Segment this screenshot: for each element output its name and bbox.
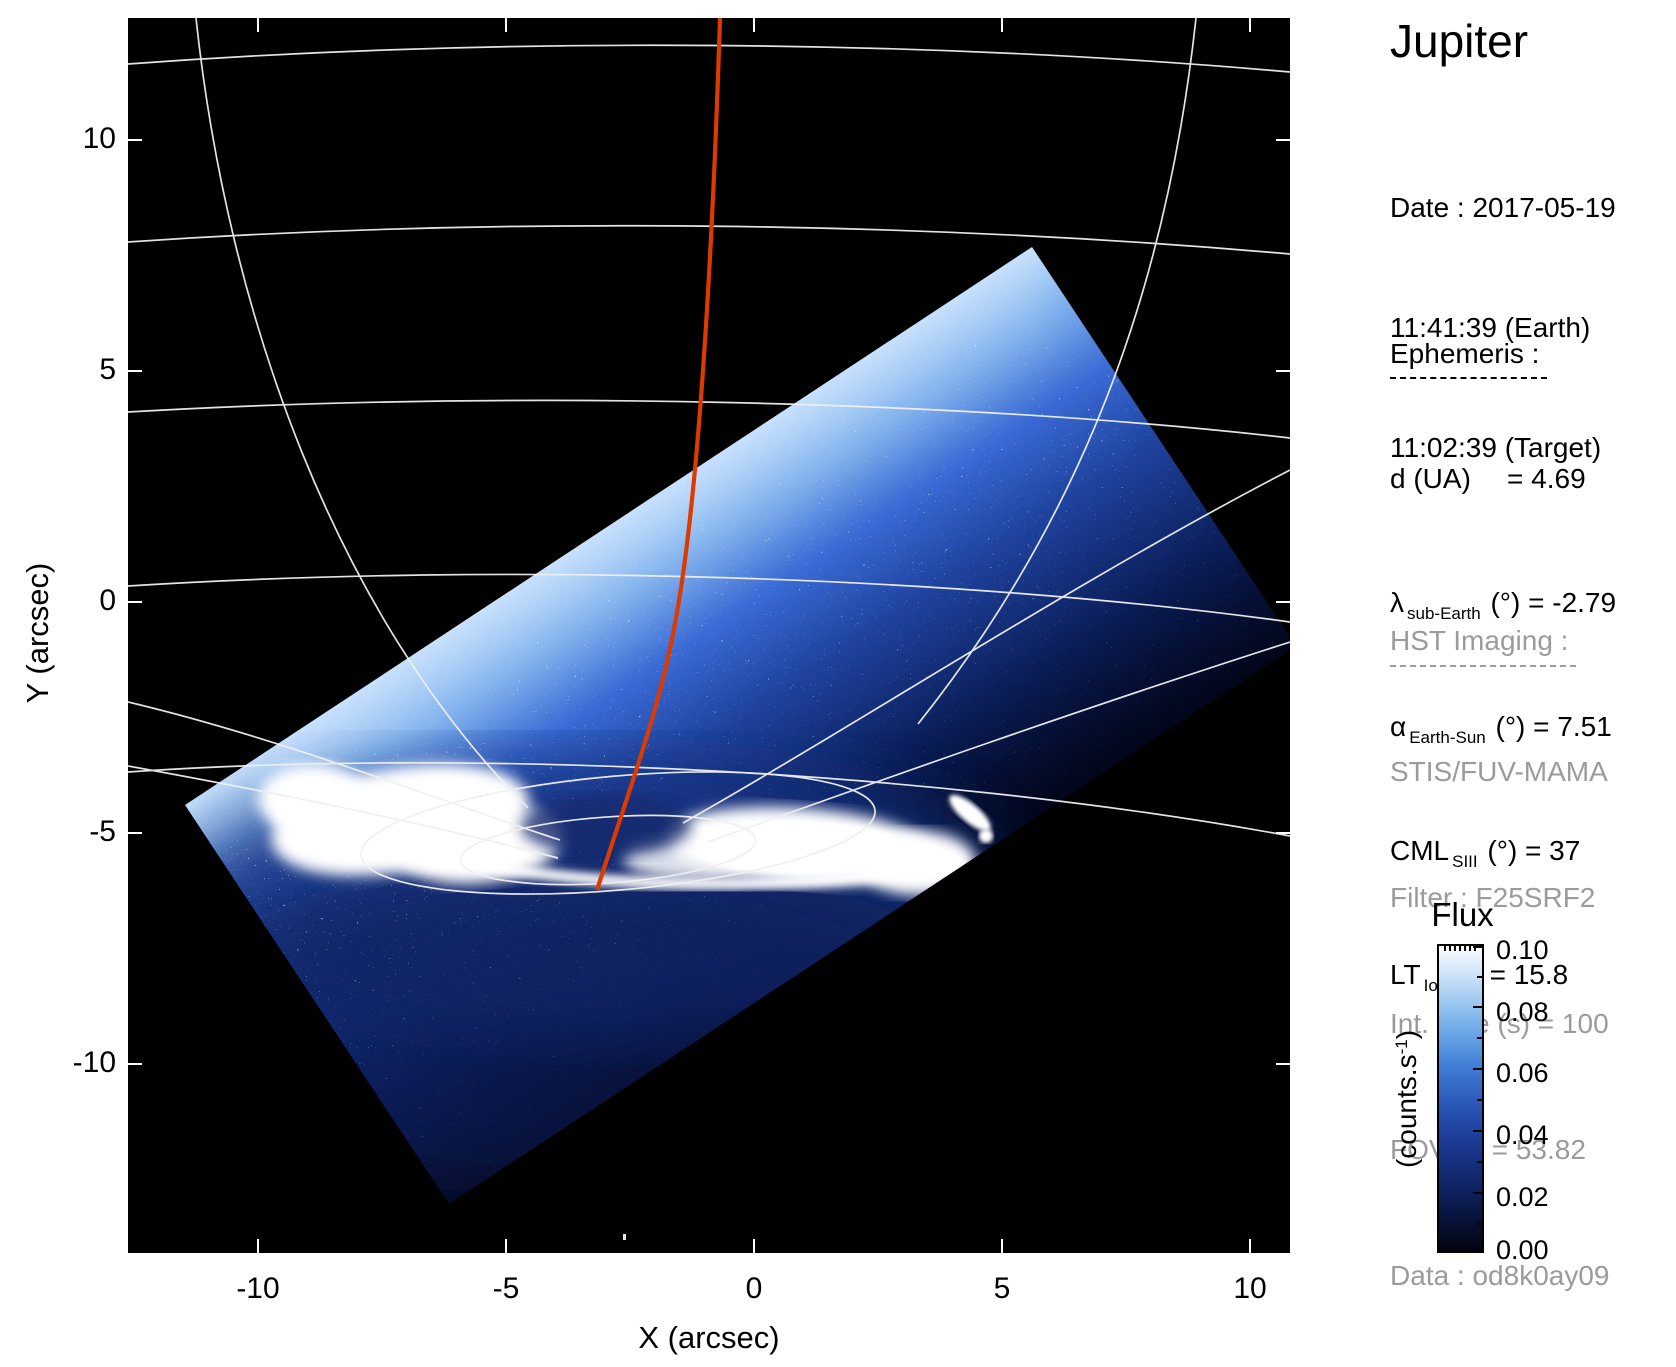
colorbar-minor-tick	[1459, 946, 1461, 951]
colorbar-minor-tick	[1469, 946, 1471, 951]
sky-plot	[128, 18, 1290, 1253]
meridian-line	[707, 641, 1290, 843]
datetime-block: Date : 2017-05-19 11:41:39 (Earth) 11:02…	[1390, 108, 1616, 548]
hst-imaging-heading: HST Imaging :	[1390, 620, 1577, 667]
colorbar-tick-label: 0.08	[1496, 997, 1549, 1027]
colorbar-tick	[1473, 1130, 1482, 1132]
meridian-line	[128, 701, 561, 841]
colorbar-tick-label: 0.00	[1496, 1235, 1549, 1265]
latitude-line	[128, 224, 1290, 255]
hst-imaging-block: HST Imaging : STIS/FUV-MAMA Filter : F25…	[1390, 536, 1610, 1367]
colorbar-tick	[1473, 1006, 1482, 1008]
io-footprint-streak	[949, 794, 993, 843]
colorbar-tick	[1473, 946, 1482, 948]
colorbar-minor-tick	[1474, 946, 1476, 951]
colorbar-tick	[1473, 1192, 1482, 1194]
colorbar-tick-label: 0.06	[1496, 1058, 1549, 1088]
colorbar-tick-label: 0.10	[1496, 935, 1549, 965]
colorbar-tick-label: 0.02	[1496, 1182, 1549, 1212]
y-tick-label: 5	[99, 353, 116, 386]
colorbar-minor-tick	[1444, 946, 1446, 951]
x-axis-label: X (arcsec)	[638, 1320, 780, 1355]
ephemeris-heading: Ephemeris :	[1390, 334, 1548, 379]
meridian-track-red-line	[595, 18, 723, 891]
hot-pixel	[623, 1234, 626, 1240]
hst-instrument-line: STIS/FUV-MAMA	[1390, 756, 1608, 787]
colorbar-tick	[1477, 976, 1482, 978]
ephemeris-block: Ephemeris : d (UA) = 4.69 λ sub-Earth (°)…	[1390, 254, 1616, 1079]
colorbar-title: Flux	[1431, 896, 1494, 933]
meridian-line	[195, 18, 529, 809]
y-tick-label: 0	[99, 584, 116, 617]
x-tick-label: -5	[492, 1272, 520, 1305]
colorbar-minor-tick	[1464, 946, 1466, 951]
latitude-line	[128, 573, 1290, 623]
target-time-line: 11:02:39 (Target)	[1390, 432, 1602, 463]
colorbar-tick	[1473, 1068, 1482, 1070]
page-title: Jupiter	[1390, 15, 1529, 67]
x-tick-label: 10	[1233, 1272, 1267, 1305]
colorbar-minor-tick	[1454, 946, 1456, 951]
colorbar-tick	[1477, 1161, 1482, 1163]
colorbar-tick	[1473, 1249, 1482, 1251]
colorbar-tick	[1477, 1099, 1482, 1101]
colorbar-tick-label: 0.04	[1496, 1120, 1549, 1150]
x-tick-label: 5	[993, 1272, 1011, 1305]
ephemeris-row-alpha: α Earth-Sun (°) = 7.51	[1390, 711, 1612, 747]
colorbar-minor-tick	[1449, 946, 1451, 951]
y-tick-label: -5	[89, 815, 116, 848]
y-tick-label: 10	[82, 122, 116, 155]
colorbar-tick	[1477, 1223, 1482, 1225]
hst-filter-line: Filter : F25SRF2	[1390, 882, 1596, 913]
ephemeris-row-d: d (UA) = 4.69	[1390, 463, 1586, 494]
axis-ticks	[128, 18, 1290, 1253]
meridian-line	[917, 18, 1197, 725]
meridian-line	[682, 469, 1290, 824]
polar-latitude-oval-inner	[459, 814, 757, 886]
latitude-line	[128, 399, 1290, 439]
planetary-graticule	[128, 18, 1290, 895]
date-line: Date : 2017-05-19	[1390, 192, 1616, 223]
latitude-line	[128, 44, 1290, 73]
latitude-line	[128, 761, 1290, 837]
earth-time-line: 11:41:39 (Earth)	[1390, 312, 1591, 343]
hst-dataset-line: Data : od8k0ay09	[1390, 1260, 1610, 1291]
colorbar	[1437, 944, 1484, 1253]
ephemeris-row-cml: CML SIII (°) = 37	[1390, 835, 1581, 871]
meridian-line	[128, 765, 559, 859]
ephemeris-row-lambda: λ sub-Earth (°) = -2.79	[1390, 587, 1617, 623]
colorbar-tick	[1477, 1037, 1482, 1039]
y-tick-label: -10	[72, 1046, 116, 1079]
y-axis-label: Y (arcsec)	[20, 562, 55, 704]
hst-inttime-line: Int. time (s) = 100	[1390, 1008, 1609, 1039]
x-tick-label: 0	[745, 1272, 763, 1305]
x-tick-label: -10	[236, 1272, 280, 1305]
oval-dark-gap	[521, 796, 691, 856]
colorbar-units-label: (counts.s-1)	[1391, 1029, 1422, 1169]
polar-latitude-oval	[360, 771, 876, 895]
